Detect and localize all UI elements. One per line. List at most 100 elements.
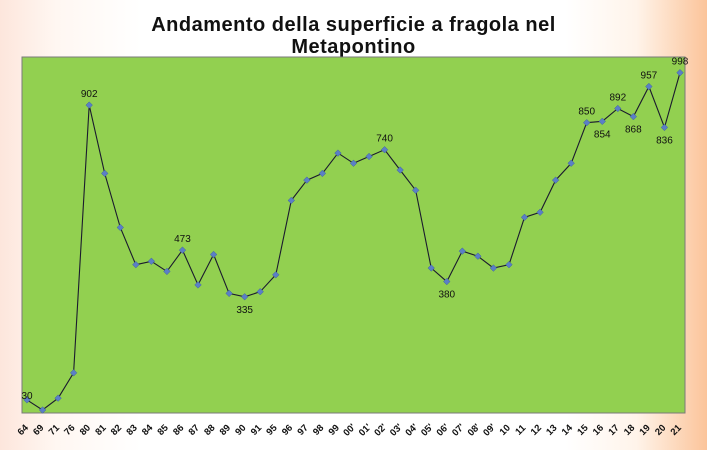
x-tick-label: 15 <box>575 422 591 438</box>
x-tick-label: 81 <box>93 422 109 438</box>
data-point-36 <box>583 119 591 127</box>
x-tick-label: 09' <box>481 422 498 439</box>
data-point-39 <box>629 112 638 121</box>
data-point-8 <box>147 257 156 265</box>
data-point-38 <box>614 104 622 113</box>
data-point-42 <box>676 69 684 77</box>
data-point-13 <box>225 289 233 298</box>
x-tick-label: 96 <box>280 423 295 438</box>
data-point-4 <box>85 101 93 109</box>
x-tick-label: 06' <box>435 422 452 439</box>
x-tick-label: 12 <box>529 423 544 438</box>
data-label: 854 <box>594 129 611 140</box>
data-label: 850 <box>578 107 595 118</box>
x-tick-label: 80 <box>78 423 93 438</box>
x-tick-label: 84 <box>140 422 156 438</box>
x-tick-label: 91 <box>249 422 265 438</box>
data-point-3 <box>69 369 78 377</box>
x-tick-label: 98 <box>311 423 326 438</box>
data-point-15 <box>256 288 264 296</box>
data-label: 998 <box>672 57 689 68</box>
x-tick-label: 19 <box>638 423 653 438</box>
data-label: 902 <box>81 89 98 100</box>
data-point-14 <box>241 293 249 301</box>
data-point-24 <box>396 166 404 174</box>
data-point-5 <box>101 169 109 178</box>
x-tick-label: 08' <box>466 422 483 439</box>
x-tick-label: 10 <box>498 423 513 438</box>
x-tick-label: 88 <box>202 423 217 438</box>
data-point-18 <box>303 176 311 184</box>
data-label: 335 <box>236 305 253 316</box>
x-tick-label: 99 <box>327 423 342 438</box>
data-label: 740 <box>376 134 393 145</box>
x-tick-label: 13 <box>544 423 559 438</box>
data-point-16 <box>272 271 280 279</box>
data-label: 30 <box>21 391 33 402</box>
x-tick-label: 64 <box>16 422 32 438</box>
data-point-29 <box>474 252 482 260</box>
data-point-32 <box>520 213 529 221</box>
data-point-17 <box>287 196 295 205</box>
x-tick-label: 69 <box>31 423 46 438</box>
data-point-2 <box>54 394 62 402</box>
data-point-31 <box>505 261 513 269</box>
x-tick-label: 21 <box>669 422 685 438</box>
data-point-34 <box>551 176 560 184</box>
x-tick-label: 83 <box>124 423 139 438</box>
x-tick-label: 16 <box>591 423 606 438</box>
x-tick-label: 11 <box>513 422 528 437</box>
x-tick-label: 82 <box>109 423 124 438</box>
x-tick-label: 03' <box>388 422 405 439</box>
data-point-33 <box>536 208 544 216</box>
x-tick-label: 76 <box>62 423 77 438</box>
data-label: 892 <box>609 93 626 104</box>
x-tick-label: 07' <box>450 422 467 439</box>
data-point-41 <box>660 123 669 132</box>
data-point-9 <box>163 267 171 276</box>
chart-title-line-1: Andamento della superficie a fragola nel <box>151 14 556 36</box>
data-label: 380 <box>438 290 455 301</box>
data-point-11 <box>194 281 202 289</box>
data-point-26 <box>427 264 435 272</box>
x-tick-label: 14 <box>560 422 576 438</box>
x-tick-label: 20 <box>653 423 668 438</box>
data-label: 836 <box>656 135 673 146</box>
x-tick-label: 05' <box>419 422 436 439</box>
x-tick-label: 95 <box>264 422 280 438</box>
data-label: 868 <box>625 125 642 136</box>
data-point-23 <box>380 146 389 154</box>
x-tick-label: 86 <box>171 423 186 438</box>
data-point-6 <box>116 223 124 232</box>
data-point-35 <box>567 159 575 167</box>
data-point-19 <box>318 169 327 178</box>
x-tick-label: 17 <box>606 423 621 438</box>
x-tick-label: 04' <box>403 422 420 439</box>
data-point-7 <box>132 261 140 269</box>
data-label: 957 <box>641 71 658 82</box>
data-point-1 <box>38 406 47 414</box>
data-point-25 <box>412 186 420 194</box>
x-tick-label: 00' <box>341 422 358 439</box>
data-point-40 <box>645 82 653 91</box>
x-tick-label: 87 <box>187 423 202 438</box>
data-point-0 <box>23 396 31 404</box>
plot-area <box>21 56 686 414</box>
x-tick-label: 18 <box>622 423 637 438</box>
data-label: 473 <box>174 234 191 245</box>
x-tick-label: 89 <box>218 423 233 438</box>
data-point-28 <box>458 247 466 255</box>
data-point-37 <box>598 117 606 126</box>
chart-title-line-2: Metapontino <box>291 36 416 58</box>
x-tick-label: 01' <box>357 422 374 439</box>
x-tick-label: 85 <box>156 422 172 438</box>
x-tick-label: 90 <box>233 423 248 438</box>
data-point-22 <box>365 152 373 161</box>
chart-title: Andamento della superficie a fragola nel… <box>0 14 707 58</box>
data-point-20 <box>334 149 342 157</box>
x-tick-label: 97 <box>295 423 310 438</box>
x-tick-label: 02' <box>372 422 389 439</box>
data-point-27 <box>443 277 451 286</box>
data-point-21 <box>349 159 358 167</box>
